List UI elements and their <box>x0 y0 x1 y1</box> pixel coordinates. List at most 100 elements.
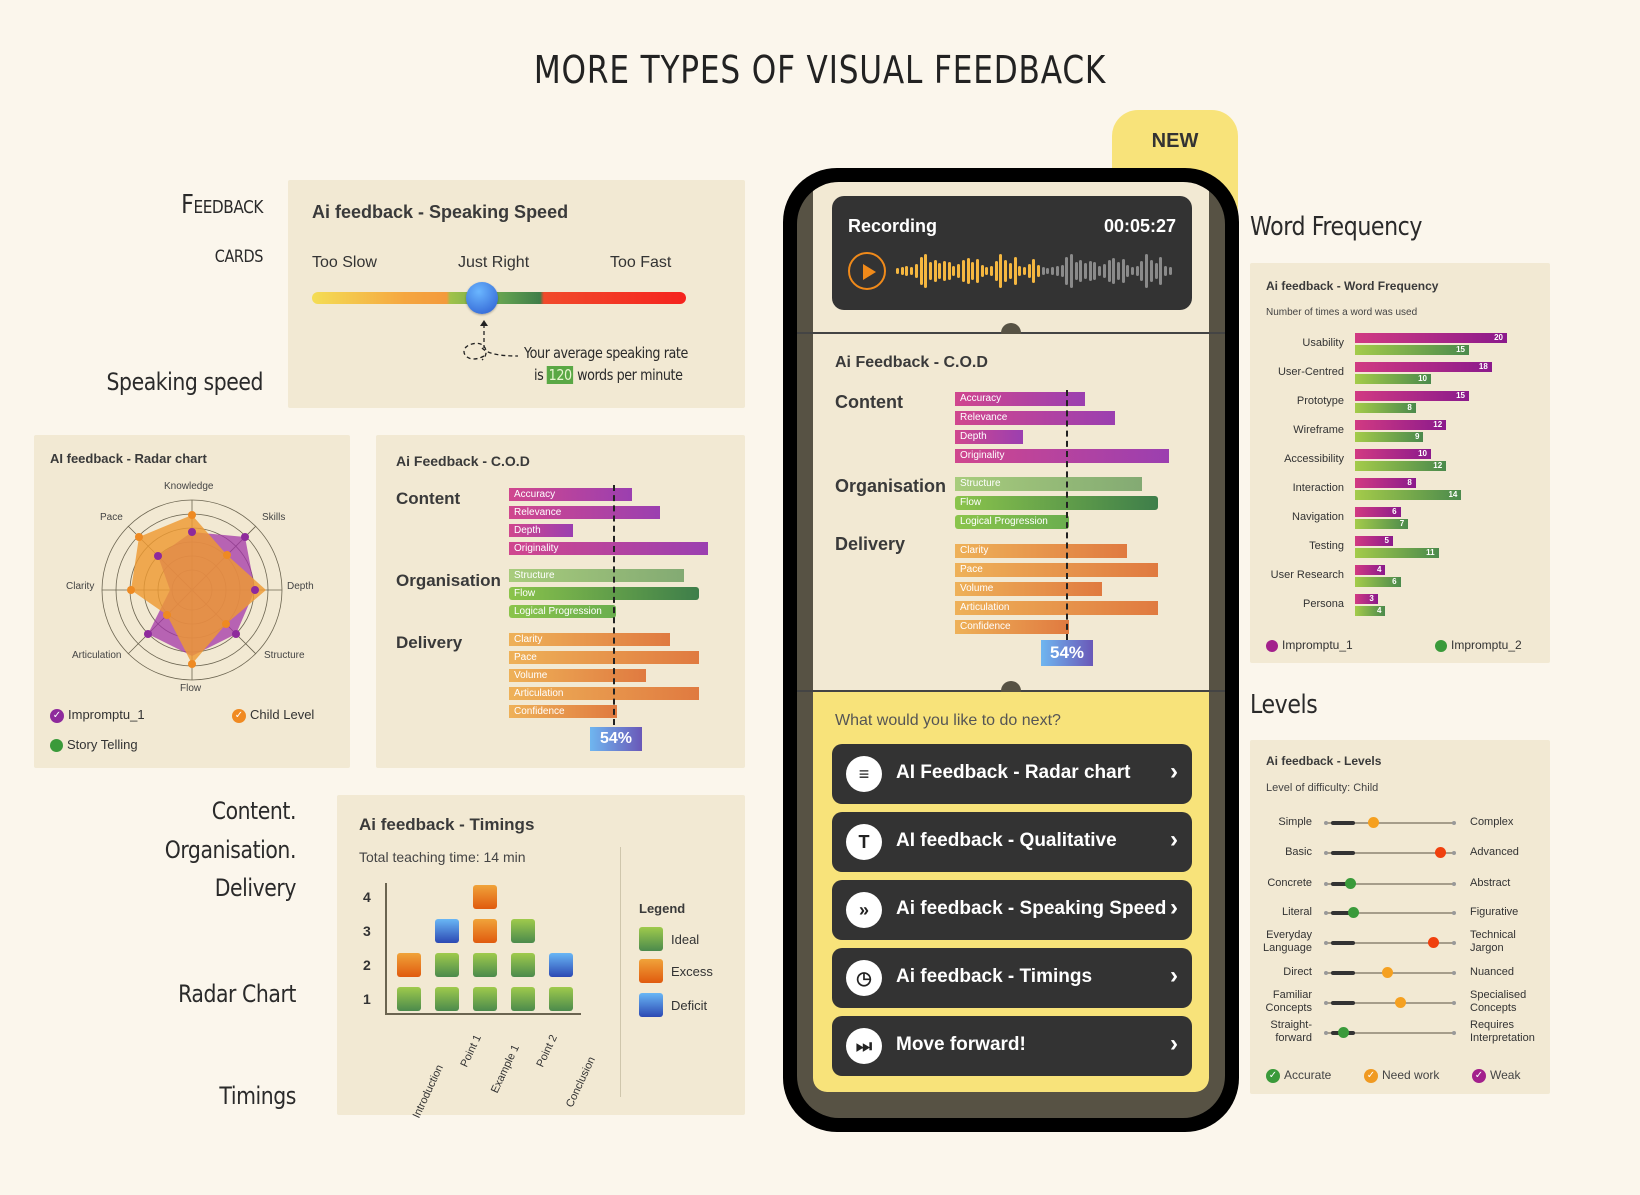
speaking-speed-button[interactable]: » Ai feedback - Speaking Speed › <box>832 880 1192 940</box>
level-left-label: Straight-forward <box>1270 1019 1312 1044</box>
track-end-tick <box>1452 821 1456 825</box>
cell-ideal <box>511 953 535 977</box>
dot-icon <box>1266 639 1278 652</box>
bar-impromptu-2: 15 <box>1355 345 1469 355</box>
y-tick-3: 3 <box>363 923 371 939</box>
cell-ideal <box>435 953 459 977</box>
timings-subtitle: Total teaching time: 14 min <box>359 849 526 865</box>
side-label-organisation: Organisation. <box>164 836 297 864</box>
waveform-bar <box>966 258 970 284</box>
waveform-bar <box>900 267 904 275</box>
legend-story-telling[interactable]: Story Telling <box>50 737 138 753</box>
track-end-tick <box>1452 971 1456 975</box>
note-suffix: words per minute <box>577 366 683 384</box>
card-title: Ai Feedback - C.O.D <box>835 354 988 371</box>
timings-button[interactable]: ◷ Ai feedback - Timings › <box>832 948 1192 1008</box>
x-label-conclusion: Conclusion <box>564 1055 598 1110</box>
level-right-label: Specialised Concepts <box>1470 989 1527 1014</box>
check-icon: ✓ <box>232 708 246 723</box>
level-track <box>1326 942 1454 944</box>
level-left-label: Concrete <box>1267 877 1312 889</box>
waveform-bar <box>994 261 998 281</box>
waveform-bar <box>896 268 899 274</box>
check-icon: ✓ <box>1364 1068 1378 1083</box>
waveform-bar <box>1121 259 1125 283</box>
speed-slider-knob[interactable] <box>466 282 498 314</box>
waveform-bar <box>1055 266 1059 276</box>
bar-accuracy: Accuracy <box>955 392 1085 406</box>
legend-impromptu-1[interactable]: ✓ Impromptu_1 <box>50 707 145 723</box>
legend-impromptu-1[interactable]: Impromptu_1 <box>1266 638 1353 652</box>
timings-card: Ai feedback - Timings Total teaching tim… <box>337 795 745 1120</box>
waveform-bar <box>985 267 989 275</box>
level-marker[interactable] <box>1435 847 1447 858</box>
bar-accuracy: Accuracy <box>509 488 632 501</box>
play-button[interactable] <box>848 252 886 290</box>
track-end-tick <box>1452 1001 1456 1005</box>
waveform-bar <box>990 266 993 276</box>
label-too-fast: Too Fast <box>610 254 672 271</box>
speaking-speed-card: Ai feedback - Speaking Speed Too Slow Ju… <box>288 180 745 408</box>
bar-clarity: Clarity <box>509 633 670 646</box>
dot-icon <box>50 739 63 753</box>
recording-player: Recording 00:05:27 <box>832 196 1192 310</box>
bar-depth: Depth <box>955 430 1023 444</box>
level-right-label: Nuanced <box>1470 966 1515 978</box>
clock-icon: ◷ <box>846 960 882 996</box>
bar-impromptu-1: 6 <box>1355 507 1401 517</box>
bar-depth: Depth <box>509 524 573 537</box>
bar-originality: Originality <box>955 449 1169 463</box>
word-frequency-card: Ai feedback - Word Frequency Number of t… <box>1250 263 1550 663</box>
radar-axis-flow: Flow <box>180 683 202 694</box>
side-label-content: Content. <box>211 797 297 825</box>
side-label-speaking-speed: Speaking speed <box>106 368 264 396</box>
level-target-range <box>1331 971 1355 975</box>
level-marker[interactable] <box>1395 997 1407 1008</box>
level-marker[interactable] <box>1368 817 1380 828</box>
level-marker[interactable] <box>1428 937 1440 948</box>
divider <box>620 847 621 1097</box>
qualitative-button[interactable]: T AI feedback - Qualitative › <box>832 812 1192 872</box>
waveform-bar <box>943 261 946 281</box>
recording-label: Recording <box>848 216 938 236</box>
waveform-bar <box>910 267 914 275</box>
move-forward-button[interactable]: ⏭ Move forward! › <box>832 1016 1192 1076</box>
card-title: Ai feedback - Speaking Speed <box>312 202 569 222</box>
side-label-timings: Timings <box>219 1082 296 1110</box>
wf-category-label: User Research <box>1270 569 1344 581</box>
waveform-bar <box>1004 260 1008 282</box>
level-marker[interactable] <box>1345 878 1357 889</box>
level-marker[interactable] <box>1347 907 1359 918</box>
card-title: Ai feedback - Timings <box>359 815 535 834</box>
radar-chart-card: AI feedback - Radar chart Knowledge Skil… <box>34 435 350 768</box>
cell-ideal <box>511 919 535 943</box>
cell-deficit <box>435 919 459 943</box>
waveform-bar <box>1084 263 1087 279</box>
legend-impromptu-2[interactable]: Impromptu_2 <box>1435 638 1522 652</box>
level-marker[interactable] <box>1381 967 1393 978</box>
cell-ideal <box>549 987 573 1011</box>
waveform-bar <box>1107 260 1111 282</box>
legend-child-level[interactable]: ✓ Child Level <box>232 707 314 723</box>
radar-chart <box>101 499 283 681</box>
label-too-slow: Too Slow <box>312 254 377 271</box>
group-content: Content <box>835 392 903 412</box>
speed-note-line1: Your average speaking rate <box>524 344 688 362</box>
level-track <box>1326 1002 1454 1004</box>
track-end-tick <box>1452 911 1456 915</box>
legend-deficit: Deficit <box>671 998 708 1013</box>
waveform-bar <box>1022 267 1026 275</box>
level-marker[interactable] <box>1337 1027 1349 1038</box>
list-icon: ≡ <box>846 756 882 792</box>
audio-waveform[interactable] <box>896 250 1178 292</box>
card-title: AI feedback - Radar chart <box>50 451 207 466</box>
group-organisation: Organisation <box>396 571 501 590</box>
bar-impromptu-2: 8 <box>1355 403 1416 413</box>
level-track <box>1326 883 1454 885</box>
bar-logical-progression: Logical Progression <box>509 605 616 618</box>
bar-flow: Flow <box>955 496 1158 510</box>
radar-chart-button[interactable]: ≡ AI Feedback - Radar chart › <box>832 744 1192 804</box>
legend-ideal-swatch <box>639 927 663 951</box>
waveform-bar <box>975 259 979 283</box>
next-actions-panel: What would you like to do next? ≡ AI Fee… <box>813 692 1209 1092</box>
